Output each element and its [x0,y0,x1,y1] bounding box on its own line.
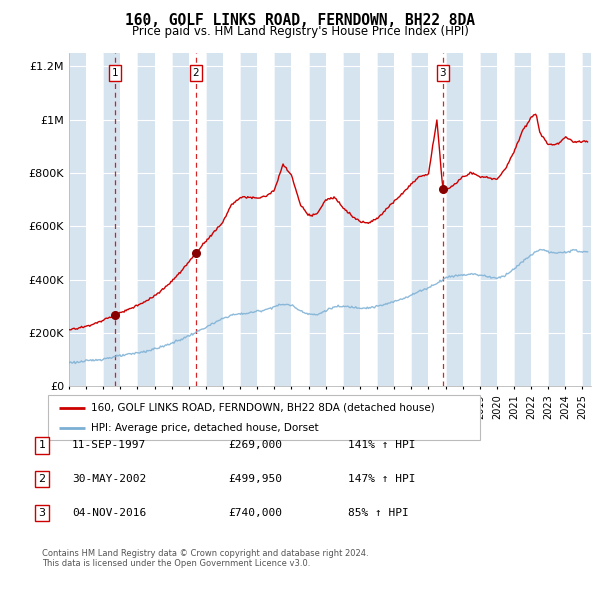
Text: £499,950: £499,950 [228,474,282,484]
Text: 147% ↑ HPI: 147% ↑ HPI [348,474,415,484]
Text: 160, GOLF LINKS ROAD, FERNDOWN, BH22 8DA (detached house): 160, GOLF LINKS ROAD, FERNDOWN, BH22 8DA… [91,403,435,412]
Text: 160, GOLF LINKS ROAD, FERNDOWN, BH22 8DA: 160, GOLF LINKS ROAD, FERNDOWN, BH22 8DA [125,13,475,28]
Bar [206,53,223,386]
Text: 141% ↑ HPI: 141% ↑ HPI [348,441,415,450]
Text: This data is licensed under the Open Government Licence v3.0.: This data is licensed under the Open Gov… [42,559,310,568]
Bar [274,53,292,386]
Bar [86,53,103,386]
Bar [326,53,343,386]
Bar [103,53,121,386]
Bar [240,53,257,386]
FancyBboxPatch shape [48,395,480,440]
Bar [514,53,531,386]
Bar [583,53,591,386]
Text: £269,000: £269,000 [228,441,282,450]
Bar [531,53,548,386]
Text: 85% ↑ HPI: 85% ↑ HPI [348,508,409,517]
Text: 2: 2 [193,68,199,78]
Bar [394,53,411,386]
Bar [446,53,463,386]
Text: 1: 1 [112,68,118,78]
Text: 2: 2 [38,474,46,484]
Text: 3: 3 [439,68,446,78]
Text: Contains HM Land Registry data © Crown copyright and database right 2024.: Contains HM Land Registry data © Crown c… [42,549,368,558]
Bar [377,53,394,386]
Bar [463,53,480,386]
Bar [497,53,514,386]
Text: HPI: Average price, detached house, Dorset: HPI: Average price, detached house, Dors… [91,424,319,434]
Bar [308,53,326,386]
Text: £740,000: £740,000 [228,508,282,517]
Bar [292,53,308,386]
Bar [172,53,189,386]
Bar [257,53,274,386]
Bar [428,53,446,386]
Text: 11-SEP-1997: 11-SEP-1997 [72,441,146,450]
Bar [155,53,172,386]
Bar [411,53,428,386]
Bar [137,53,155,386]
Bar [480,53,497,386]
Text: 30-MAY-2002: 30-MAY-2002 [72,474,146,484]
Bar [189,53,206,386]
Bar [548,53,565,386]
Bar [69,53,86,386]
Text: 3: 3 [38,508,46,517]
Text: 1: 1 [38,441,46,450]
Bar [121,53,137,386]
Bar [343,53,360,386]
Bar [360,53,377,386]
Text: 04-NOV-2016: 04-NOV-2016 [72,508,146,517]
Text: Price paid vs. HM Land Registry's House Price Index (HPI): Price paid vs. HM Land Registry's House … [131,25,469,38]
Bar [223,53,240,386]
Bar [565,53,583,386]
